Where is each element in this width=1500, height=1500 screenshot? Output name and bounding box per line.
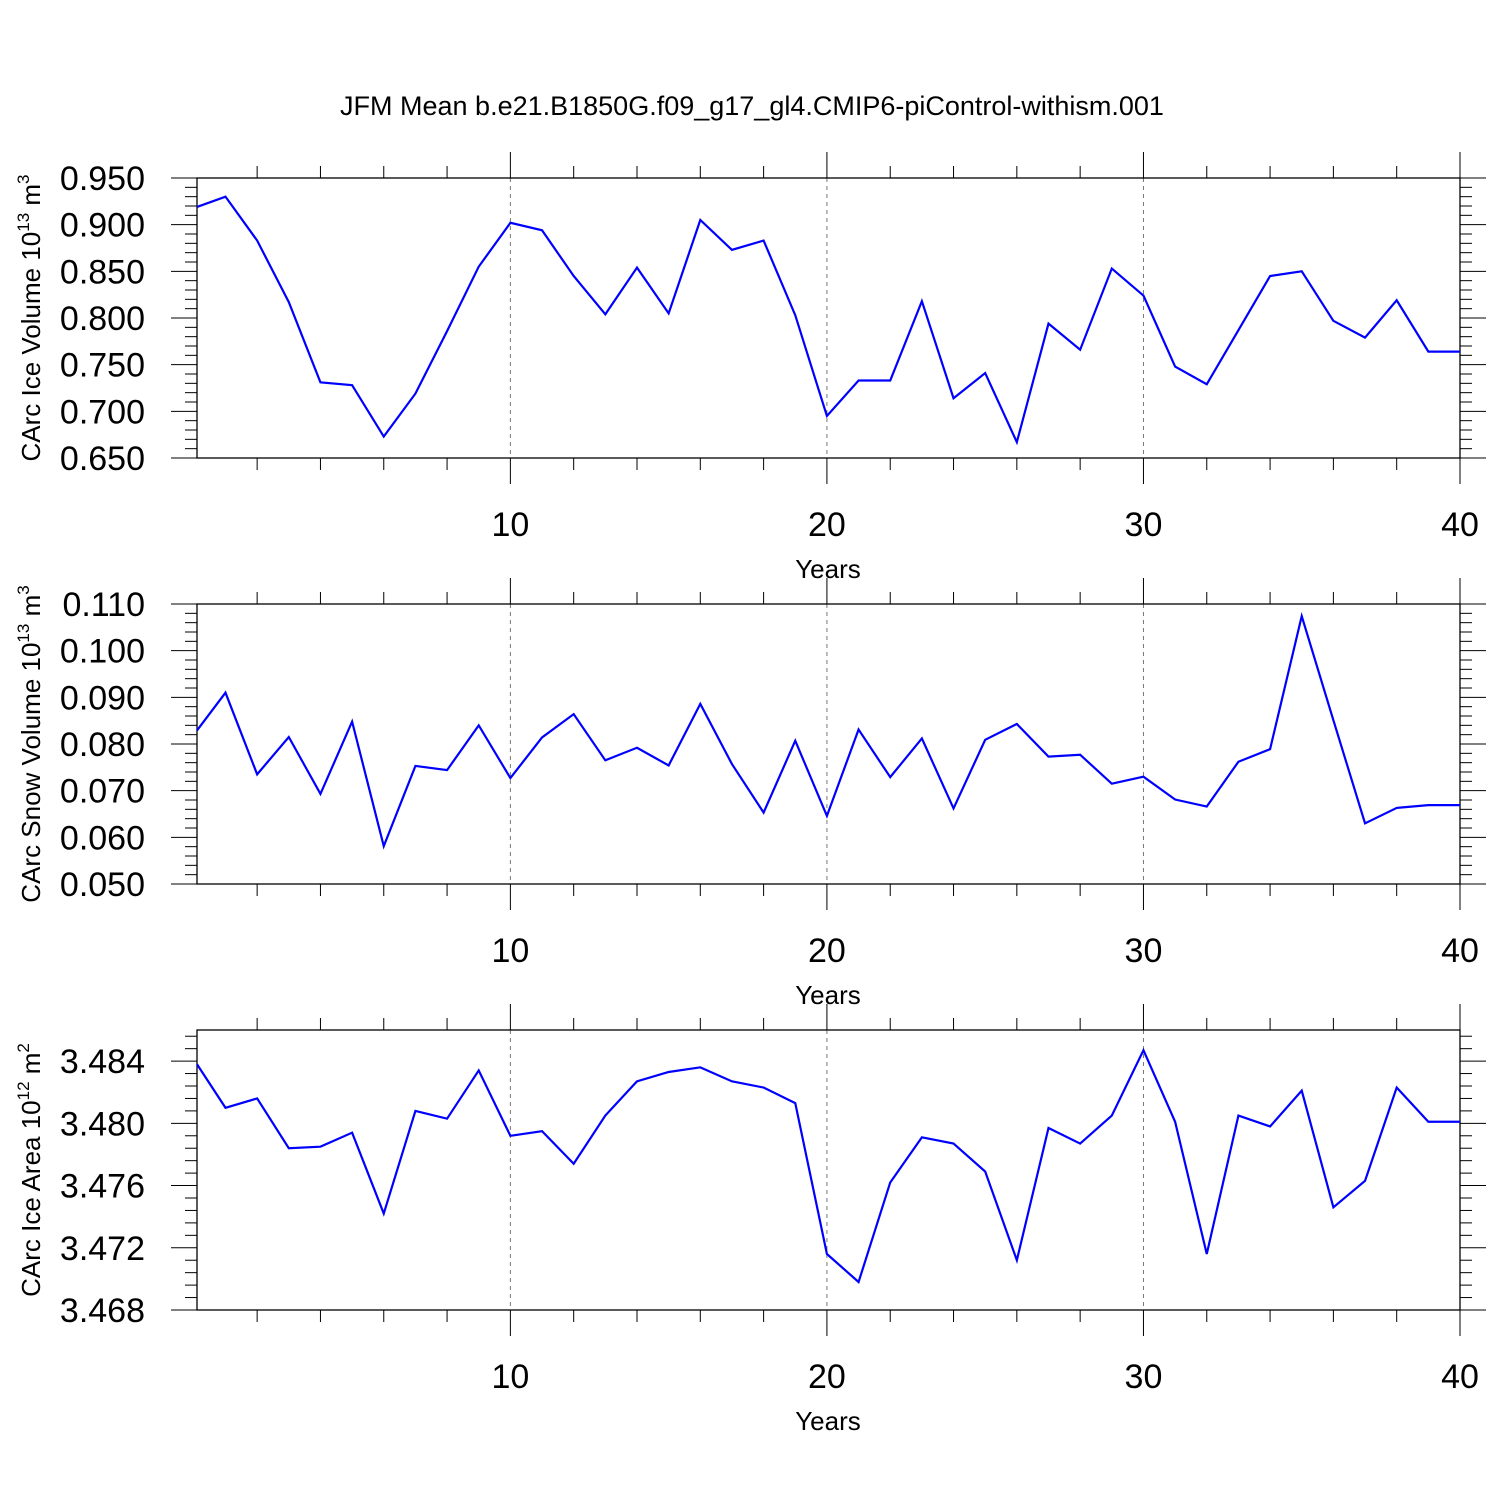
x-tick-label: 20 bbox=[808, 932, 846, 970]
y-axis-title: CArc Ice Volume 1013 m3 bbox=[14, 174, 46, 461]
y-tick-label: 0.700 bbox=[60, 393, 145, 431]
x-tick-label: 20 bbox=[808, 506, 846, 544]
x-tick-label: 10 bbox=[491, 1358, 529, 1396]
chart-panel-1: 10 20 30 40 0.650 0.700 0.750 0.800 0.850 0.900 0.… bbox=[14, 152, 1486, 584]
x-axis-title: Years bbox=[795, 554, 861, 584]
y-axis-title: CArc Ice Area 1012 m2 bbox=[14, 1043, 46, 1297]
y-tick-label: 0.650 bbox=[60, 440, 145, 478]
y-tick-label: 0.070 bbox=[60, 773, 145, 811]
chart-panel-3: 10 20 30 40 3.468 3.472 3.476 3.480 3.484 Years CA… bbox=[14, 1004, 1486, 1436]
y-tick-label: 0.800 bbox=[60, 300, 145, 338]
x-tick-label: 40 bbox=[1441, 1358, 1479, 1396]
y-tick-label: 0.900 bbox=[60, 207, 145, 245]
y-tick-label: 0.050 bbox=[60, 866, 145, 904]
x-tick-label: 10 bbox=[491, 932, 529, 970]
y-axis-title: CArc Snow Volume 1013 m3 bbox=[14, 585, 46, 902]
chart-title: JFM Mean b.e21.B1850G.f09_g17_gl4.CMIP6-… bbox=[340, 91, 1164, 121]
series-line bbox=[196, 195, 1460, 446]
series-line bbox=[196, 611, 1460, 850]
y-tick-label: 3.480 bbox=[60, 1105, 145, 1143]
plot-frame bbox=[196, 177, 1461, 459]
x-tick-label: 30 bbox=[1125, 932, 1163, 970]
y-tick-label: 0.090 bbox=[60, 679, 145, 717]
x-axis-title: Years bbox=[795, 1406, 861, 1436]
x-tick-label: 40 bbox=[1441, 506, 1479, 544]
y-tick-label: 0.750 bbox=[60, 347, 145, 385]
y-tick-label: 3.472 bbox=[60, 1230, 145, 1268]
y-tick-label: 0.100 bbox=[60, 633, 145, 671]
y-tick-label: 3.484 bbox=[60, 1043, 145, 1081]
x-tick-label: 10 bbox=[491, 506, 529, 544]
y-tick-label: 0.110 bbox=[62, 586, 145, 624]
chart-panel-2: 10 20 30 40 0.050 0.060 0.070 0.080 0.090 0.100 0.… bbox=[14, 578, 1486, 1010]
y-tick-label: 0.080 bbox=[60, 726, 145, 764]
plot-frame bbox=[196, 1029, 1461, 1311]
x-axis-title: Years bbox=[795, 980, 861, 1010]
y-tick-label: 3.468 bbox=[60, 1292, 145, 1330]
x-tick-label: 40 bbox=[1441, 932, 1479, 970]
x-tick-label: 30 bbox=[1125, 506, 1163, 544]
y-tick-label: 0.850 bbox=[60, 253, 145, 291]
y-tick-label: 0.950 bbox=[60, 160, 145, 198]
x-tick-label: 20 bbox=[808, 1358, 846, 1396]
series-line bbox=[196, 1047, 1460, 1284]
y-tick-label: 0.060 bbox=[60, 819, 145, 857]
x-tick-label: 30 bbox=[1125, 1358, 1163, 1396]
y-tick-label: 3.476 bbox=[60, 1168, 145, 1206]
